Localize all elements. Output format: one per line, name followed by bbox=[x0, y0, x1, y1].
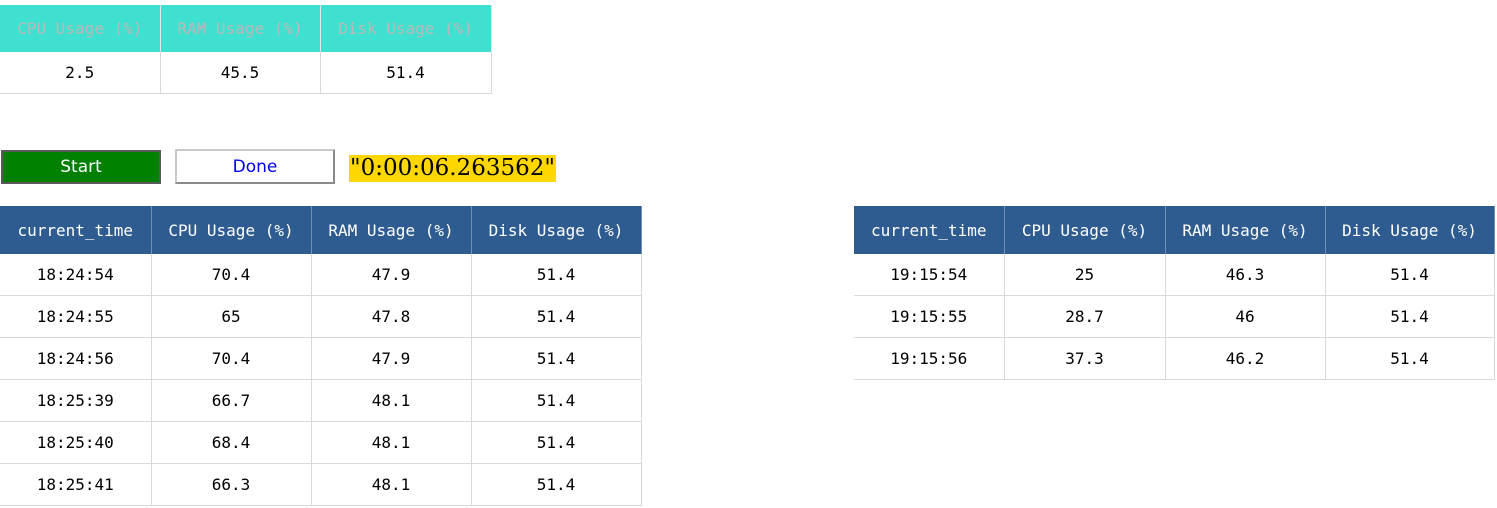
cpu-cell: 28.7 bbox=[1004, 295, 1166, 338]
summary-header-cpu: CPU Usage (%) bbox=[0, 5, 161, 52]
table-row: 19:15:55 28.7 46 51.4 bbox=[854, 295, 1495, 338]
left-header-disk: Disk Usage (%) bbox=[471, 206, 642, 254]
cpu-cell: 37.3 bbox=[1004, 337, 1166, 380]
table-row: 19:15:56 37.3 46.2 51.4 bbox=[854, 337, 1495, 380]
cpu-cell: 70.4 bbox=[151, 337, 312, 380]
left-header-cpu: CPU Usage (%) bbox=[151, 206, 312, 254]
time-cell: 18:24:55 bbox=[0, 295, 152, 338]
right-log-header-row: current_time CPU Usage (%) RAM Usage (%)… bbox=[854, 206, 1495, 254]
time-cell: 19:15:54 bbox=[854, 254, 1005, 296]
left-header-ram: RAM Usage (%) bbox=[311, 206, 472, 254]
table-row: 18:25:39 66.7 48.1 51.4 bbox=[0, 379, 642, 422]
cpu-cell: 66.7 bbox=[151, 379, 312, 422]
time-cell: 18:24:56 bbox=[0, 337, 152, 380]
disk-cell: 51.4 bbox=[471, 254, 642, 296]
left-log-table: current_time CPU Usage (%) RAM Usage (%)… bbox=[0, 206, 642, 506]
disk-cell: 51.4 bbox=[1325, 295, 1495, 338]
start-button[interactable]: Start bbox=[1, 150, 161, 184]
cpu-cell: 65 bbox=[151, 295, 312, 338]
ram-cell: 48.1 bbox=[311, 463, 472, 506]
summary-disk-value: 51.4 bbox=[320, 52, 492, 94]
disk-cell: 51.4 bbox=[471, 463, 642, 506]
table-row: 18:24:55 65 47.8 51.4 bbox=[0, 295, 642, 338]
summary-header-disk: Disk Usage (%) bbox=[320, 5, 492, 52]
right-log-table: current_time CPU Usage (%) RAM Usage (%)… bbox=[854, 206, 1495, 380]
summary-cpu-value: 2.5 bbox=[0, 52, 161, 94]
table-row: 18:24:54 70.4 47.9 51.4 bbox=[0, 254, 642, 296]
summary-row: 2.5 45.5 51.4 bbox=[0, 52, 492, 94]
cpu-cell: 25 bbox=[1004, 254, 1166, 296]
ram-cell: 46 bbox=[1165, 295, 1326, 338]
disk-cell: 51.4 bbox=[1325, 254, 1495, 296]
summary-header-ram: RAM Usage (%) bbox=[160, 5, 321, 52]
left-log-header-row: current_time CPU Usage (%) RAM Usage (%)… bbox=[0, 206, 642, 254]
summary-table: CPU Usage (%) RAM Usage (%) Disk Usage (… bbox=[0, 5, 492, 94]
right-header-time: current_time bbox=[854, 206, 1005, 254]
cpu-cell: 68.4 bbox=[151, 421, 312, 464]
disk-cell: 51.4 bbox=[471, 337, 642, 380]
summary-header-row: CPU Usage (%) RAM Usage (%) Disk Usage (… bbox=[0, 5, 492, 52]
time-cell: 18:25:40 bbox=[0, 421, 152, 464]
table-row: 18:25:41 66.3 48.1 51.4 bbox=[0, 463, 642, 506]
ram-cell: 47.8 bbox=[311, 295, 472, 338]
time-cell: 19:15:56 bbox=[854, 337, 1005, 380]
table-row: 18:24:56 70.4 47.9 51.4 bbox=[0, 337, 642, 380]
disk-cell: 51.4 bbox=[1325, 337, 1495, 380]
right-header-ram: RAM Usage (%) bbox=[1165, 206, 1326, 254]
table-row: 19:15:54 25 46.3 51.4 bbox=[854, 254, 1495, 296]
disk-cell: 51.4 bbox=[471, 379, 642, 422]
table-row: 18:25:40 68.4 48.1 51.4 bbox=[0, 421, 642, 464]
time-cell: 18:24:54 bbox=[0, 254, 152, 296]
time-cell: 18:25:39 bbox=[0, 379, 152, 422]
disk-cell: 51.4 bbox=[471, 295, 642, 338]
done-button[interactable]: Done bbox=[175, 149, 335, 184]
ram-cell: 47.9 bbox=[311, 337, 472, 380]
cpu-cell: 70.4 bbox=[151, 254, 312, 296]
ram-cell: 48.1 bbox=[311, 379, 472, 422]
summary-ram-value: 45.5 bbox=[160, 52, 321, 94]
ram-cell: 47.9 bbox=[311, 254, 472, 296]
ram-cell: 48.1 bbox=[311, 421, 472, 464]
cpu-cell: 66.3 bbox=[151, 463, 312, 506]
left-header-time: current_time bbox=[0, 206, 152, 254]
ram-cell: 46.3 bbox=[1165, 254, 1326, 296]
time-cell: 19:15:55 bbox=[854, 295, 1005, 338]
right-header-disk: Disk Usage (%) bbox=[1325, 206, 1495, 254]
time-cell: 18:25:41 bbox=[0, 463, 152, 506]
ram-cell: 46.2 bbox=[1165, 337, 1326, 380]
disk-cell: 51.4 bbox=[471, 421, 642, 464]
elapsed-time: "0:00:06.263562" bbox=[349, 155, 556, 182]
right-header-cpu: CPU Usage (%) bbox=[1004, 206, 1166, 254]
